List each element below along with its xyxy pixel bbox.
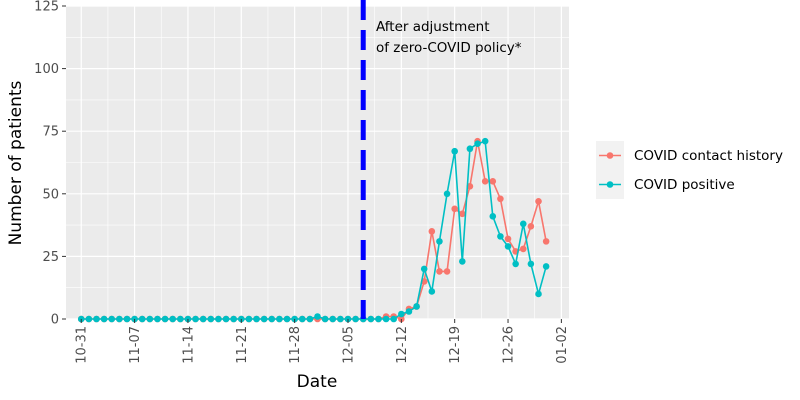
series-point-2 <box>428 288 436 295</box>
series-point-2 <box>337 315 344 323</box>
series-point-2 <box>93 315 100 323</box>
series-point-2 <box>535 290 542 298</box>
series-point-2 <box>474 140 481 148</box>
x-tick-label: 12-26 <box>502 326 517 364</box>
series-point-1 <box>497 195 504 203</box>
series-point-2 <box>260 315 268 323</box>
annotation-line-2: of zero-COVID policy* <box>376 40 522 56</box>
y-tick-label: 50 <box>42 187 59 202</box>
series-point-2 <box>375 315 382 323</box>
series-point-2 <box>123 315 131 323</box>
series-point-2 <box>329 315 337 323</box>
series-point-2 <box>177 315 184 323</box>
x-tick-label: 01-02 <box>555 326 570 364</box>
series-point-1 <box>527 223 535 230</box>
y-tick-label: 100 <box>34 62 59 77</box>
series-point-2 <box>199 315 207 323</box>
series-point-2 <box>390 315 398 323</box>
series-point-2 <box>459 258 466 265</box>
series-point-2 <box>161 315 169 323</box>
legend-label-1: COVID contact history <box>634 148 783 164</box>
series-point-2 <box>451 147 458 155</box>
series-point-2 <box>245 315 253 323</box>
series-point-2 <box>207 315 215 323</box>
series-point-2 <box>215 315 222 323</box>
series-point-2 <box>146 315 154 323</box>
y-axis-title: Number of patients <box>6 80 26 245</box>
series-point-2 <box>481 137 489 145</box>
x-tick-label: 11-14 <box>181 326 196 364</box>
series-point-2 <box>367 315 375 323</box>
annotation-line-1: After adjustment <box>376 19 490 35</box>
x-tick-label: 12-19 <box>448 326 463 364</box>
series-point-2 <box>504 243 512 250</box>
series-point-2 <box>405 308 413 315</box>
series-point-2 <box>268 315 276 323</box>
series-point-2 <box>306 315 314 323</box>
series-point-2 <box>420 265 428 273</box>
series-point-2 <box>116 315 123 323</box>
series-point-2 <box>192 315 199 323</box>
x-tick-label: 10-31 <box>75 326 90 364</box>
series-point-2 <box>519 220 527 228</box>
series-point-2 <box>253 315 260 323</box>
series-point-2 <box>466 145 474 153</box>
series-point-2 <box>138 315 146 323</box>
series-point-1 <box>443 268 451 275</box>
series-point-1 <box>451 205 458 213</box>
y-tick-label: 75 <box>42 125 59 140</box>
series-point-1 <box>428 228 436 235</box>
series-point-2 <box>443 190 451 198</box>
y-tick-label: 0 <box>51 313 59 328</box>
series-point-2 <box>497 233 504 240</box>
series-point-2 <box>283 315 291 323</box>
series-point-2 <box>542 263 550 270</box>
y-axis: 0 25 50 75 100 125 <box>34 0 66 328</box>
series-point-2 <box>398 310 405 318</box>
series-point-2 <box>154 315 161 323</box>
x-tick-label: 11-07 <box>128 326 143 364</box>
legend: COVID contact history COVID positive <box>596 141 783 199</box>
series-point-2 <box>314 313 321 320</box>
legend-key-point-2 <box>606 181 614 188</box>
series-point-2 <box>382 315 390 323</box>
minor-gridlines <box>66 6 569 319</box>
series-point-1 <box>542 238 550 245</box>
x-axis: 10-31 11-07 11-14 11-21 11-28 12-05 12-12 12-19… <box>75 319 570 364</box>
series-point-2 <box>85 315 93 323</box>
y-tick-label: 25 <box>42 250 59 265</box>
legend-label-2: COVID positive <box>634 177 735 193</box>
series-point-2 <box>230 315 237 323</box>
x-tick-label: 11-28 <box>288 326 303 364</box>
x-tick-label: 12-12 <box>395 326 410 364</box>
series-layer <box>77 137 550 323</box>
x-axis-title: Date <box>297 372 338 392</box>
series-point-1 <box>504 235 512 243</box>
series-point-2 <box>489 213 497 220</box>
x-tick-label: 12-05 <box>341 326 356 364</box>
series-point-1 <box>489 177 497 185</box>
series-point-2 <box>436 238 443 245</box>
series-point-2 <box>276 315 283 323</box>
series-point-1 <box>535 198 542 205</box>
series-point-1 <box>459 210 466 218</box>
series-point-2 <box>108 315 116 323</box>
series-point-2 <box>352 315 359 323</box>
series-point-2 <box>222 315 230 323</box>
legend-key-point-1 <box>606 152 614 159</box>
series-point-2 <box>321 315 329 323</box>
series-point-2 <box>169 315 176 323</box>
series-point-2 <box>512 260 519 268</box>
series-point-2 <box>527 260 535 268</box>
series-point-2 <box>413 303 420 310</box>
x-tick-label: 11-21 <box>235 326 250 364</box>
series-point-2 <box>100 315 108 323</box>
series-point-1 <box>519 245 527 253</box>
series-point-1 <box>436 268 443 275</box>
series-point-1 <box>481 177 489 185</box>
series-point-2 <box>298 315 306 323</box>
y-tick-label: 125 <box>34 0 59 15</box>
